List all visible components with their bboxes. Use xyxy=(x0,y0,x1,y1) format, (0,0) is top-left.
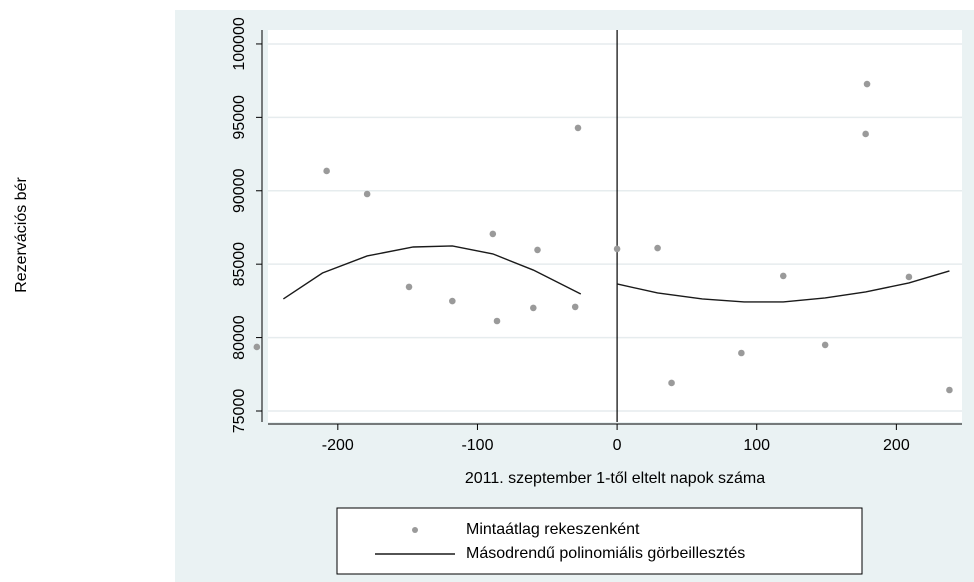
point xyxy=(534,246,541,254)
point xyxy=(571,303,579,311)
point xyxy=(574,124,582,132)
legend-label: Másodrendű polinomiális görbeillesztés xyxy=(466,545,745,562)
point xyxy=(905,273,913,281)
point xyxy=(863,80,871,88)
y-tick-label: 75000 xyxy=(231,389,248,434)
plot-area xyxy=(268,30,962,422)
y-tick-label: 85000 xyxy=(231,242,248,287)
point xyxy=(489,230,497,238)
x-tick-label: 100 xyxy=(743,437,770,454)
point xyxy=(323,167,330,175)
point xyxy=(654,244,661,252)
point xyxy=(821,341,829,349)
point xyxy=(779,272,787,280)
y-tick-label: 80000 xyxy=(231,315,248,360)
point xyxy=(363,190,371,198)
y-tick-label: 90000 xyxy=(231,168,248,213)
point xyxy=(946,386,953,394)
point xyxy=(530,304,537,312)
legend-marker xyxy=(412,527,418,533)
point xyxy=(862,130,869,138)
fit-line xyxy=(282,245,582,300)
legend-label: Mintaátlag rekeszenként xyxy=(466,521,640,538)
point xyxy=(493,317,501,325)
x-axis-title: 2011. szeptember 1-től eltelt napok szám… xyxy=(465,470,765,487)
x-tick-label: -200 xyxy=(322,437,354,454)
point xyxy=(405,283,413,291)
x-tick-label: 0 xyxy=(613,437,622,454)
fit-line xyxy=(616,270,950,303)
y-tick-label: 95000 xyxy=(231,95,248,140)
point xyxy=(738,349,745,357)
legend xyxy=(336,507,863,575)
y-tick-label: 100000 xyxy=(231,17,248,70)
point xyxy=(253,343,261,351)
y-axis-title: Rezervációs bér xyxy=(13,177,30,293)
x-tick-label: 200 xyxy=(883,437,910,454)
point xyxy=(613,245,621,253)
x-tick-label: -100 xyxy=(461,437,493,454)
point xyxy=(668,379,675,387)
point xyxy=(449,297,456,305)
